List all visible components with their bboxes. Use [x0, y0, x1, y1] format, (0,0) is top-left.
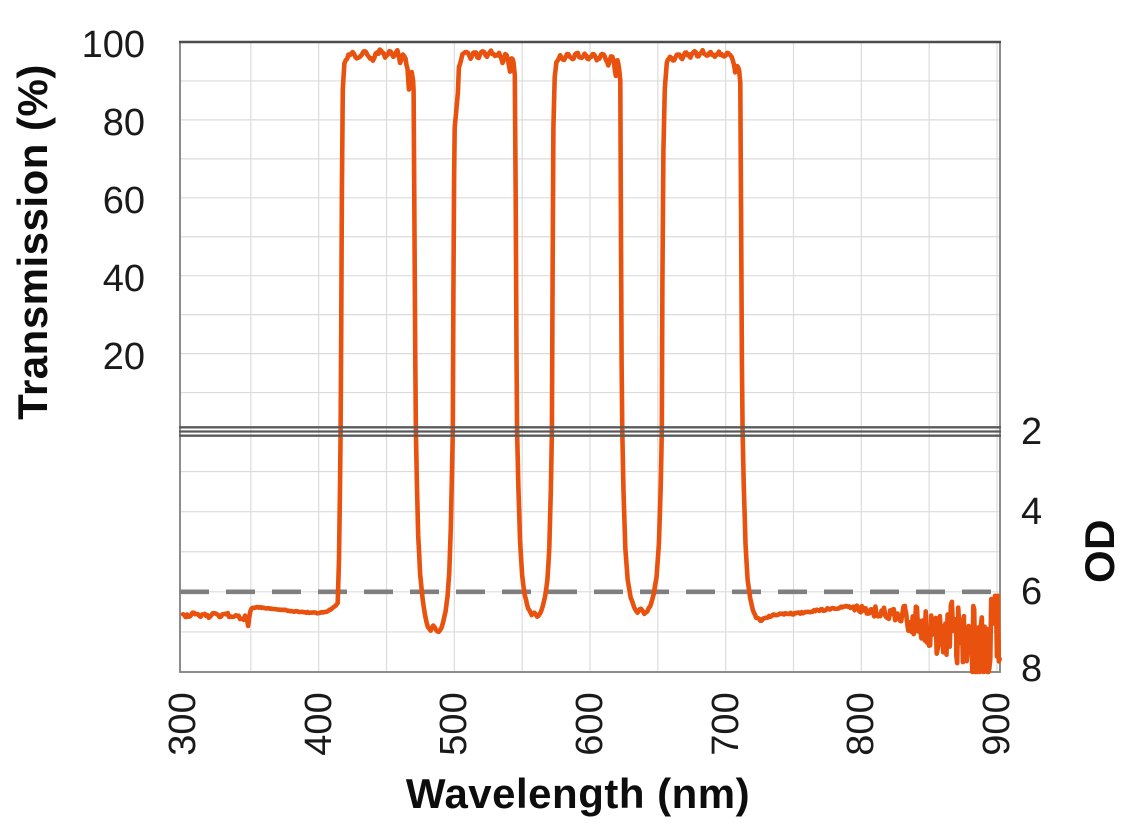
od-tick-label: 6	[1021, 570, 1043, 613]
wavelength-tick-label: 600	[569, 692, 611, 756]
transmission-tick-label: 40	[102, 257, 145, 300]
transmission-tick-label: 80	[102, 101, 145, 144]
wavelength-tick-label: 300	[162, 692, 204, 756]
transmission-tick-label: 60	[102, 179, 145, 222]
od-tick-label: 8	[1021, 648, 1043, 690]
wavelength-tick-label: 900	[976, 692, 1018, 756]
x-axis-title: Wavelength (nm)	[405, 770, 751, 817]
wavelength-tick-label: 700	[704, 692, 747, 756]
od-tick-label: 4	[1021, 490, 1043, 533]
right-axis-title: OD	[1076, 519, 1123, 583]
filter-spectrum-curve	[180, 47, 1002, 675]
wavelength-tick-label: 400	[297, 692, 340, 756]
transmission-tick-label: 20	[102, 335, 145, 378]
wavelength-tick-label: 800	[840, 692, 883, 756]
wavelength-tick-label: 500	[433, 692, 476, 756]
od-tick-label: 2	[1021, 410, 1043, 453]
transmission-tick-label: 100	[81, 24, 145, 66]
